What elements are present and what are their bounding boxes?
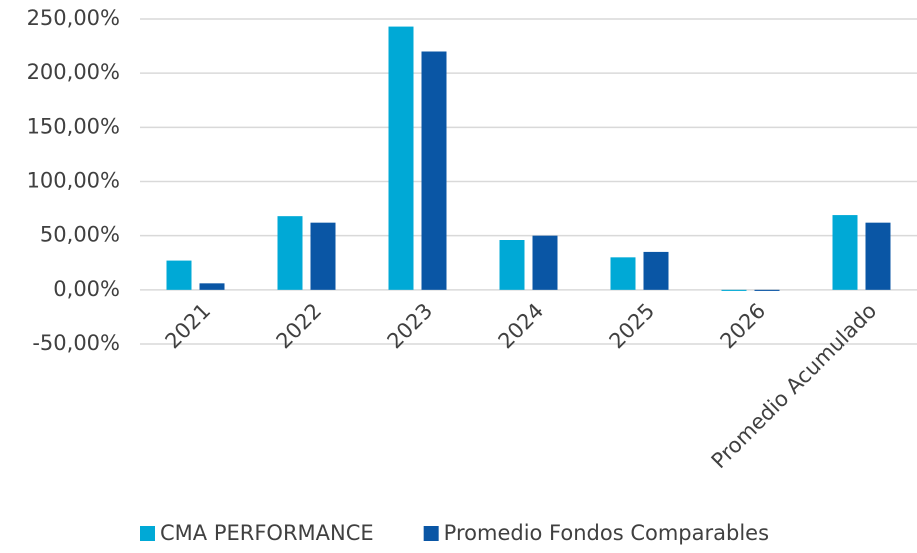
y-tick-label: 0,00% [53, 277, 120, 301]
legend-swatch [423, 526, 439, 541]
y-tick-label: -50,00% [32, 331, 120, 355]
x-tick-label: 2026 [716, 299, 771, 354]
bar [721, 289, 747, 291]
y-tick-label: 250,00% [27, 6, 120, 30]
legend-swatch [140, 526, 155, 541]
x-tick-label: 2022 [272, 299, 327, 354]
bar [643, 251, 669, 290]
legend-label: Promedio Fondos Comparables [444, 521, 769, 545]
y-tick-label: 100,00% [27, 169, 120, 193]
bar [421, 51, 447, 290]
bar [388, 26, 414, 290]
bar [832, 215, 858, 290]
x-tick-label: 2023 [383, 299, 438, 354]
y-tick-label: 50,00% [40, 223, 120, 247]
x-tick-label: 2021 [161, 299, 216, 354]
bar [199, 283, 225, 290]
bar [754, 289, 780, 291]
bar [166, 260, 192, 290]
legend-label: CMA PERFORMANCE [160, 521, 374, 545]
y-tick-label: 150,00% [27, 114, 120, 138]
bar [499, 240, 525, 290]
bar [277, 216, 303, 290]
bar [532, 235, 558, 290]
y-tick-label: 200,00% [27, 60, 120, 84]
x-tick-label: 2025 [605, 299, 660, 354]
bar [865, 222, 891, 290]
bar [310, 222, 336, 290]
x-tick-label: 2024 [494, 299, 549, 354]
bar [610, 257, 636, 290]
